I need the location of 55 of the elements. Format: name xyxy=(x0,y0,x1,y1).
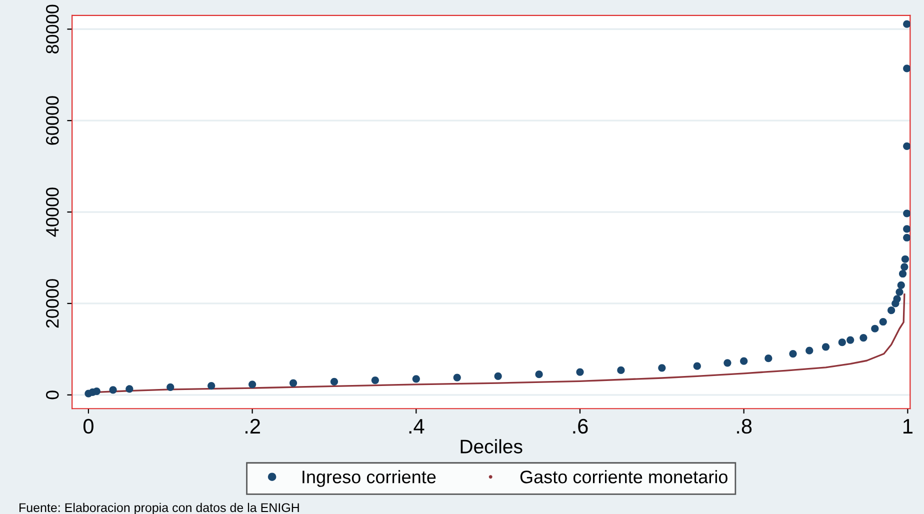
point xyxy=(453,374,461,382)
point xyxy=(724,359,732,367)
point xyxy=(806,346,814,354)
y-tick-label: 60000 xyxy=(46,96,59,145)
point xyxy=(248,380,256,388)
point xyxy=(879,318,887,326)
point xyxy=(412,375,420,383)
point xyxy=(494,372,502,380)
y-tick-label: 0 xyxy=(46,390,59,400)
point xyxy=(903,225,910,233)
point xyxy=(903,20,910,28)
x-tick-label: 1 xyxy=(903,419,912,434)
point xyxy=(860,334,868,342)
point xyxy=(846,336,854,344)
point xyxy=(208,382,216,390)
point xyxy=(898,270,907,278)
point xyxy=(371,376,379,384)
legend-label: Ingreso corriente xyxy=(302,470,436,487)
point xyxy=(838,338,846,346)
x-tick-label: .2 xyxy=(246,418,260,434)
point xyxy=(289,379,298,387)
point xyxy=(126,385,134,393)
point xyxy=(901,255,910,263)
x-axis-title: Deciles xyxy=(460,439,522,454)
point xyxy=(871,324,879,332)
point xyxy=(693,362,701,370)
point xyxy=(617,366,625,374)
point xyxy=(740,357,748,365)
x-tick-label: .8 xyxy=(737,418,752,434)
x-tick-label: .4 xyxy=(409,419,424,434)
point xyxy=(535,370,543,378)
point xyxy=(903,234,910,242)
point xyxy=(764,354,772,362)
y-tick-label: 20000 xyxy=(46,279,59,328)
point xyxy=(576,368,584,376)
point xyxy=(900,263,908,271)
point xyxy=(789,350,797,358)
point xyxy=(903,210,910,218)
x-tick-label: 0 xyxy=(83,418,94,434)
y-tick-label: 40000 xyxy=(46,188,59,237)
point xyxy=(658,364,666,372)
point xyxy=(330,378,338,386)
y-tick-label: 80000 xyxy=(46,4,59,54)
x-tick-label: .6 xyxy=(573,418,588,434)
point xyxy=(897,281,905,289)
point xyxy=(896,288,904,296)
legend-label: Gasto corriente monetario xyxy=(520,470,728,484)
point xyxy=(893,295,901,303)
point xyxy=(92,387,100,396)
point xyxy=(109,386,117,394)
point xyxy=(166,383,174,391)
point xyxy=(903,142,910,150)
point xyxy=(887,306,896,314)
point xyxy=(822,343,830,351)
point xyxy=(903,64,910,72)
